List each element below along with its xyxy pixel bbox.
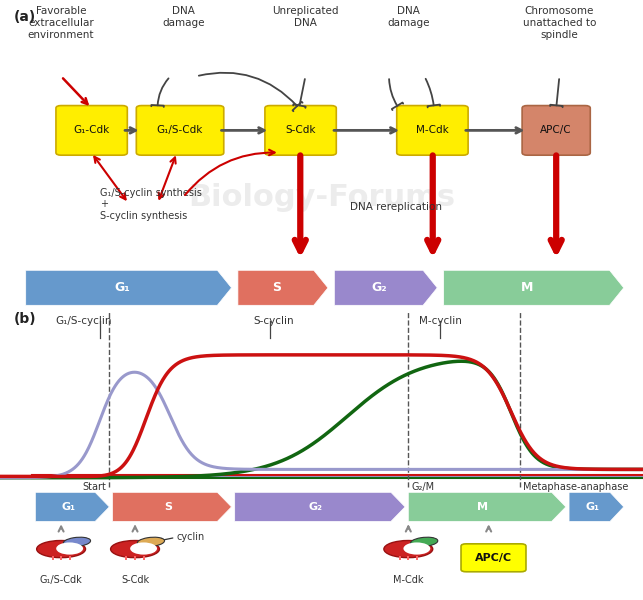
Text: APC/C: APC/C xyxy=(475,553,512,563)
Circle shape xyxy=(130,542,157,554)
Ellipse shape xyxy=(111,541,159,557)
Text: Start: Start xyxy=(82,482,106,492)
Text: DNA rereplication: DNA rereplication xyxy=(350,202,442,212)
Text: G₁: G₁ xyxy=(61,502,75,512)
Text: M-Cdk: M-Cdk xyxy=(393,575,424,585)
Text: M: M xyxy=(521,281,534,294)
Text: APC/C: APC/C xyxy=(540,125,572,136)
FancyArrow shape xyxy=(569,493,624,521)
FancyArrow shape xyxy=(35,493,109,521)
Text: Chromosome
unattached to
spindle: Chromosome unattached to spindle xyxy=(523,7,596,40)
FancyBboxPatch shape xyxy=(397,106,468,155)
Text: Favorable
extracellular
environment: Favorable extracellular environment xyxy=(28,7,95,40)
FancyBboxPatch shape xyxy=(56,106,127,155)
Ellipse shape xyxy=(37,541,86,557)
Text: M-cyclin: M-cyclin xyxy=(419,316,462,326)
FancyArrow shape xyxy=(238,270,328,305)
Text: S-Cdk: S-Cdk xyxy=(121,575,149,585)
Text: G₁/S-cyclin: G₁/S-cyclin xyxy=(55,316,112,326)
Text: S: S xyxy=(164,502,172,512)
Ellipse shape xyxy=(64,537,91,547)
FancyArrow shape xyxy=(235,493,405,521)
FancyArrow shape xyxy=(334,270,437,305)
Text: G₂/M: G₂/M xyxy=(412,482,435,492)
FancyArrow shape xyxy=(444,270,624,305)
Text: G₁-Cdk: G₁-Cdk xyxy=(73,125,110,136)
Text: G₂: G₂ xyxy=(309,502,323,512)
Circle shape xyxy=(56,542,83,554)
Text: DNA
damage: DNA damage xyxy=(387,7,430,28)
Text: (a): (a) xyxy=(14,10,37,23)
Ellipse shape xyxy=(138,537,165,547)
Text: S-cyclin: S-cyclin xyxy=(253,316,294,326)
Text: G₂: G₂ xyxy=(372,281,387,294)
Text: G₁/S-cyclin synthesis
+
S-cyclin synthesis: G₁/S-cyclin synthesis + S-cyclin synthes… xyxy=(100,188,201,221)
Text: G₁: G₁ xyxy=(114,281,130,294)
Ellipse shape xyxy=(384,541,433,557)
FancyBboxPatch shape xyxy=(265,106,336,155)
Text: cyclin: cyclin xyxy=(177,532,205,542)
Text: Metaphase-anaphase: Metaphase-anaphase xyxy=(523,482,628,492)
Text: M-Cdk: M-Cdk xyxy=(416,125,449,136)
Text: S-Cdk: S-Cdk xyxy=(285,125,316,136)
Text: G₁: G₁ xyxy=(585,502,599,512)
FancyBboxPatch shape xyxy=(136,106,224,155)
Text: S: S xyxy=(272,281,281,294)
Circle shape xyxy=(403,542,430,554)
FancyArrow shape xyxy=(408,493,566,521)
Ellipse shape xyxy=(411,537,438,547)
FancyArrow shape xyxy=(26,270,231,305)
Text: G₁/S-Cdk: G₁/S-Cdk xyxy=(40,575,82,585)
Text: (b): (b) xyxy=(14,312,37,326)
Text: Biology-Forums: Biology-Forums xyxy=(188,182,455,212)
Text: DNA
damage: DNA damage xyxy=(162,7,204,28)
FancyArrow shape xyxy=(113,493,231,521)
Text: G₁/S-Cdk: G₁/S-Cdk xyxy=(157,125,203,136)
FancyBboxPatch shape xyxy=(522,106,590,155)
Text: M: M xyxy=(477,502,488,512)
FancyBboxPatch shape xyxy=(461,544,526,572)
Text: Unreplicated
DNA: Unreplicated DNA xyxy=(272,7,339,28)
